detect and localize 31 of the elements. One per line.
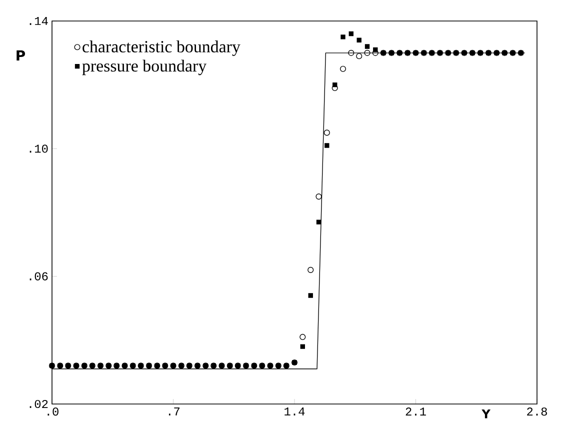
point — [356, 38, 362, 42]
point — [373, 47, 378, 52]
x-axis-title: Y — [482, 410, 491, 418]
point — [340, 34, 346, 40]
legend-label: pressure boundary — [82, 60, 207, 76]
point — [300, 334, 306, 340]
point — [340, 66, 346, 72]
x-tick-label: .0 — [48, 408, 58, 416]
point — [308, 266, 314, 273]
point — [308, 293, 313, 298]
point — [316, 220, 322, 224]
y-tick-label: .02 — [30, 400, 48, 408]
y-axis-title: P — [16, 50, 26, 61]
point — [324, 130, 330, 136]
point — [316, 194, 322, 200]
x-tick-label: 2.8 — [527, 408, 547, 416]
point — [348, 31, 354, 36]
point — [356, 53, 362, 60]
x-tick-label: .7 — [168, 408, 180, 416]
point — [300, 344, 305, 349]
x-tick-label: 1.4 — [284, 408, 305, 416]
y-tick-label: .14 — [30, 17, 48, 25]
x-tick-label: 2.1 — [406, 408, 426, 416]
point — [364, 50, 370, 56]
y-tick-label: .06 — [30, 272, 48, 280]
point — [348, 50, 354, 56]
point — [324, 143, 330, 148]
y-tick-label: .10 — [30, 144, 48, 153]
legend-label: characteristic boundary — [82, 40, 240, 56]
point — [364, 44, 370, 49]
point — [332, 82, 338, 88]
